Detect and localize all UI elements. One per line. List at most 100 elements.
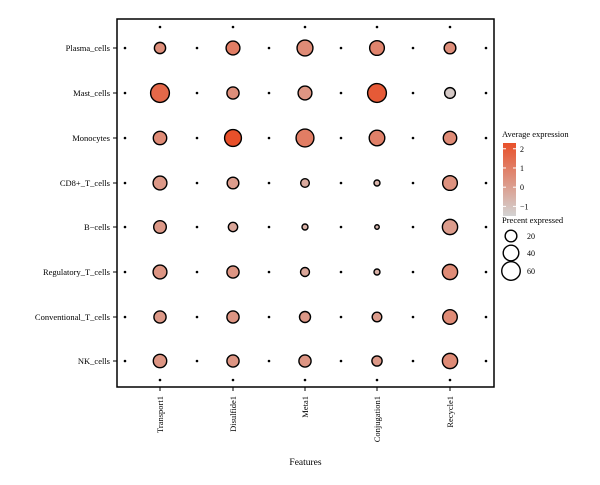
data-point — [374, 224, 380, 230]
x-tick-marks — [159, 387, 451, 391]
grid-dot — [123, 270, 127, 274]
data-point — [371, 311, 383, 323]
data-point — [152, 219, 167, 234]
data-point — [442, 309, 458, 325]
data-point — [152, 130, 168, 146]
grid-dot — [448, 25, 452, 29]
grid-dot — [484, 270, 488, 274]
size-legend-title: Precent expressed — [502, 215, 564, 225]
grid-dot — [411, 359, 415, 363]
data-point — [226, 176, 240, 190]
data-points — [149, 39, 459, 370]
grid-dot — [267, 46, 271, 50]
grid-dot — [158, 25, 162, 29]
color-tick-label: 1 — [520, 164, 524, 173]
data-point — [373, 179, 381, 187]
grid-dot — [339, 270, 343, 274]
grid-dot — [123, 91, 127, 95]
data-point — [152, 175, 168, 191]
grid-dot — [195, 270, 199, 274]
grid-dot — [411, 225, 415, 229]
grid-dot — [339, 181, 343, 185]
color-tick-label: 2 — [520, 145, 524, 154]
grid-dot — [158, 378, 162, 382]
grid-dot — [484, 225, 488, 229]
grid-dots — [123, 25, 488, 382]
grid-dot — [123, 136, 127, 140]
data-point — [371, 355, 383, 367]
grid-dot — [484, 46, 488, 50]
data-point — [368, 129, 386, 147]
grid-dot — [339, 359, 343, 363]
x-tick-label: Disulfide1 — [228, 396, 238, 432]
grid-dot — [339, 91, 343, 95]
data-point — [298, 310, 312, 324]
data-point — [443, 86, 457, 100]
data-point — [153, 41, 167, 55]
size-legend-circle — [501, 261, 521, 281]
color-legend: Average expression 2 1 0 −1 — [502, 129, 569, 216]
grid-dot — [123, 359, 127, 363]
data-point — [299, 177, 311, 189]
y-tick-label: Plasma_cells — [66, 43, 110, 53]
y-tick-marks — [113, 47, 117, 362]
grid-dot — [339, 46, 343, 50]
grid-dot — [267, 359, 271, 363]
grid-dot — [375, 25, 379, 29]
grid-dot — [231, 378, 235, 382]
grid-dot — [411, 46, 415, 50]
grid-dot — [339, 315, 343, 319]
color-legend-ticks: 2 1 0 −1 — [503, 145, 529, 211]
grid-dot — [267, 136, 271, 140]
x-axis-title: Features — [289, 458, 321, 468]
data-point — [227, 221, 239, 233]
data-point — [373, 268, 381, 276]
color-legend-bar — [503, 143, 516, 216]
data-point — [225, 40, 241, 56]
grid-dot — [195, 181, 199, 185]
data-point — [226, 265, 240, 279]
grid-dot — [267, 225, 271, 229]
grid-dot — [411, 270, 415, 274]
grid-dot — [267, 315, 271, 319]
size-legend-circle — [504, 229, 518, 243]
size-legend-keys: 20 40 60 — [501, 229, 535, 281]
grid-dot — [411, 91, 415, 95]
x-tick-label: Meta1 — [300, 396, 310, 418]
data-point — [299, 266, 311, 278]
x-axis-tick-labels: Transport1 Disulfide1 Meta1 Conjugation1 Rec… — [155, 396, 455, 442]
size-legend-label: 20 — [527, 232, 535, 241]
x-tick-label: Recycle1 — [445, 396, 455, 428]
y-tick-label: Mast_cells — [73, 88, 110, 98]
size-legend-circle — [502, 244, 520, 262]
grid-dot — [484, 181, 488, 185]
grid-dot — [123, 181, 127, 185]
color-tick-label: 0 — [520, 183, 524, 192]
y-tick-label: B−cells — [84, 222, 110, 232]
grid-dot — [123, 46, 127, 50]
grid-dot — [339, 136, 343, 140]
data-point — [441, 174, 459, 192]
data-point — [226, 310, 240, 324]
data-point — [152, 264, 168, 280]
grid-dot — [195, 136, 199, 140]
y-tick-label: CD8+_T_cells — [60, 178, 110, 188]
data-point — [223, 128, 243, 148]
grid-dot — [448, 378, 452, 382]
color-tick-label: −1 — [520, 202, 529, 211]
grid-dot — [231, 25, 235, 29]
grid-dot — [411, 136, 415, 140]
data-point — [301, 223, 309, 231]
grid-dot — [303, 25, 307, 29]
data-point — [226, 354, 240, 368]
data-point — [297, 85, 313, 101]
data-point — [295, 128, 315, 148]
grid-dot — [484, 91, 488, 95]
grid-dot — [484, 359, 488, 363]
grid-dot — [195, 91, 199, 95]
grid-dot — [484, 136, 488, 140]
data-point — [441, 352, 459, 370]
size-legend-label: 60 — [527, 267, 535, 276]
grid-dot — [375, 378, 379, 382]
